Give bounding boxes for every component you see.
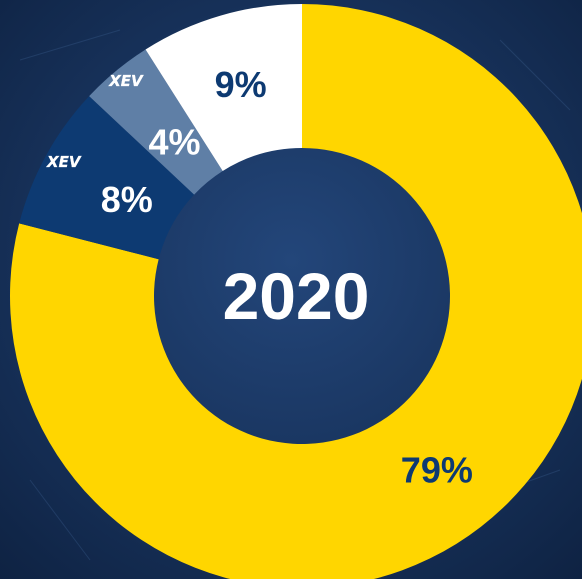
- slice-label-2: 8%: [101, 179, 153, 220]
- donut-slices: [10, 4, 582, 579]
- xev-logo-icon: XEV: [108, 72, 144, 90]
- donut-slice-1: [10, 4, 582, 579]
- donut-slice-3: [89, 49, 223, 195]
- slice-labels: 79% 8% XEV 4% XEV 9%: [46, 64, 473, 490]
- donut-slice-4: [145, 4, 302, 172]
- donut-slice-2: [19, 96, 195, 260]
- center-year-label: 2020: [223, 259, 370, 333]
- slice-label-3: 4%: [148, 121, 200, 162]
- slice-label-1: 79%: [401, 449, 473, 490]
- xev-logo-icon: XEV: [46, 153, 82, 171]
- slice-label-4: 9%: [215, 64, 267, 105]
